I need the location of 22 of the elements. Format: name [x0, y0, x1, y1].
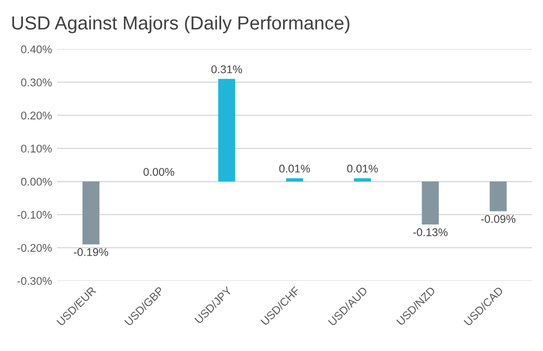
y-tick-label: 0.40% — [21, 45, 52, 54]
bar — [354, 178, 371, 182]
y-tick-label: 0.20% — [21, 112, 52, 120]
data-label: -0.19% — [74, 248, 108, 256]
bar — [286, 178, 304, 182]
bar — [218, 78, 236, 182]
data-label: 0.01% — [279, 164, 310, 173]
y-tick-label: -0.30% — [17, 277, 52, 285]
y-tick-label: -0.10% — [17, 210, 52, 219]
bar — [490, 182, 507, 212]
chart-title: USD Against Majors (Daily Performance) — [12, 16, 350, 34]
data-label: -0.13% — [413, 228, 448, 236]
bar — [422, 182, 439, 225]
data-label: 0.00% — [144, 168, 174, 176]
y-tick-label: 0.00% — [21, 178, 52, 186]
bar — [82, 182, 100, 244]
data-label: 0.01% — [347, 164, 378, 173]
y-tick-label: 0.30% — [21, 78, 52, 86]
y-tick-label: 0.10% — [21, 144, 52, 153]
data-label: 0.31% — [211, 65, 242, 74]
data-label: -0.09% — [481, 215, 516, 223]
y-tick-label: -0.20% — [17, 244, 52, 252]
